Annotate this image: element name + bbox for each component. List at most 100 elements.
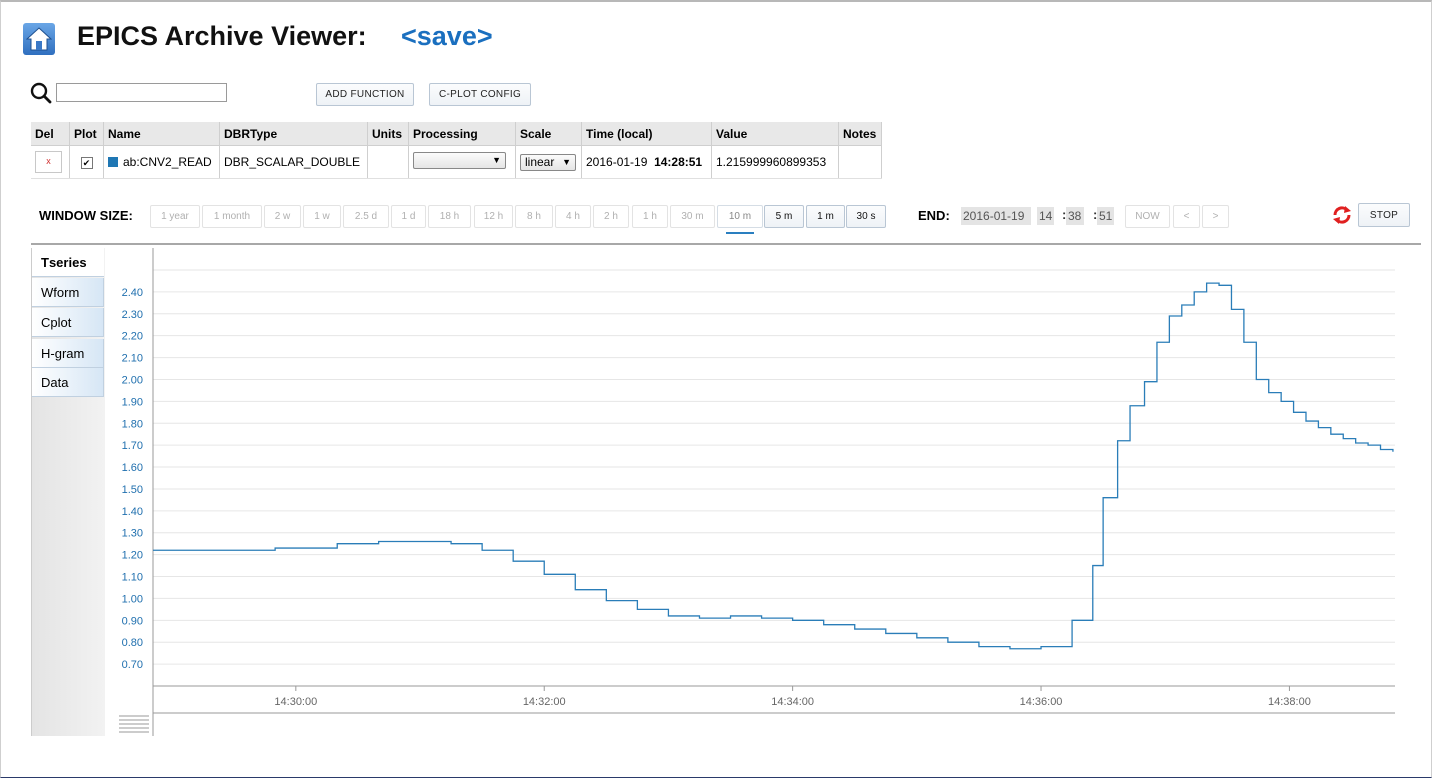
x-tick-label: 14:36:00 <box>1020 696 1063 708</box>
save-link[interactable]: <save> <box>401 21 493 51</box>
window-size-1-d-button[interactable]: 1 d <box>391 205 426 228</box>
y-tick-label: 2.20 <box>122 331 143 343</box>
y-tick-label: 0.90 <box>122 615 143 627</box>
dropdown-arrow-icon: ▼ <box>492 155 501 165</box>
tab-label: Data <box>41 374 69 390</box>
end-minute-field[interactable]: 38 <box>1066 207 1084 225</box>
tab-sub: series <box>48 254 87 270</box>
window-size-1-h-button[interactable]: 1 h <box>632 205 668 228</box>
time-date: 2016-01-19 <box>586 155 648 169</box>
tab-label: C <box>41 314 51 330</box>
y-tick-label: 2.00 <box>122 374 143 386</box>
window-size-18-h-button[interactable]: 18 h <box>428 205 471 228</box>
tab-label: H-gram <box>41 345 85 361</box>
end-date-field[interactable]: 2016-01-19 <box>961 207 1031 225</box>
end-hour-field[interactable]: 14 <box>1037 207 1054 225</box>
y-tick-label: 2.10 <box>122 353 143 365</box>
window-size-1-m-button[interactable]: 1 m <box>806 205 845 228</box>
pv-dbrtype: DBR_SCALAR_DOUBLE <box>219 145 368 179</box>
x-tick-label: 14:38:00 <box>1268 696 1311 708</box>
y-tick-label: 1.80 <box>122 418 143 430</box>
end-second-field[interactable]: 51 <box>1097 207 1114 225</box>
page-title: EPICS Archive Viewer: <box>77 21 367 51</box>
time-clock: 14:28:51 <box>654 155 703 169</box>
y-tick-label: 1.60 <box>122 462 143 474</box>
dropdown-arrow-icon: ▼ <box>562 156 571 167</box>
y-tick-label: 0.80 <box>122 637 143 649</box>
pv-table: Del Plot Name DBRType Units Processing S… <box>31 122 882 179</box>
window-size-selected-indicator <box>726 232 754 234</box>
resize-grip-icon[interactable] <box>119 714 149 739</box>
tab-label: W <box>41 284 54 300</box>
col-plot: Plot <box>69 122 104 146</box>
col-notes: Notes <box>838 122 882 146</box>
x-tick-label: 14:32:00 <box>523 696 566 708</box>
pv-units <box>367 145 409 179</box>
window-size-2-5-d-button[interactable]: 2.5 d <box>343 205 389 228</box>
refresh-icon[interactable] <box>1330 203 1354 232</box>
plot-checkbox[interactable]: ✔ <box>80 157 93 169</box>
window-size-4-h-button[interactable]: 4 h <box>555 205 591 228</box>
tab-hgram[interactable]: H-gram <box>32 339 104 368</box>
window-size-5-m-button[interactable]: 5 m <box>764 205 804 228</box>
pv-table-header: Del Plot Name DBRType Units Processing S… <box>31 122 882 146</box>
chart-svg[interactable]: 0.70 0.80 0.90 1.00 1.10 1.20 1.30 1.40 1.50 1.60… <box>104 248 1420 736</box>
x-tick-label: 14:34:00 <box>771 696 814 708</box>
col-dbrtype: DBRType <box>219 122 368 146</box>
y-tick-label: 1.90 <box>122 396 143 408</box>
window-size-2-w-button[interactable]: 2 w <box>264 205 301 228</box>
tab-label: T <box>41 254 49 270</box>
window-size-8-h-button[interactable]: 8 h <box>515 205 553 228</box>
col-units: Units <box>367 122 409 146</box>
cplot-config-button[interactable]: C-PLOT CONFIG <box>429 83 531 106</box>
pv-value: 1.215999960899353 <box>711 145 839 179</box>
tab-sub: form <box>53 284 80 300</box>
time-series-chart[interactable]: 0.70 0.80 0.90 1.00 1.10 1.20 1.30 1.40 1.50 1.60… <box>104 248 1420 736</box>
window-size-label: WINDOW SIZE: <box>39 208 133 223</box>
col-value: Value <box>711 122 839 146</box>
col-del: Del <box>31 122 70 146</box>
y-tick-label: 1.30 <box>122 528 143 540</box>
stop-button[interactable]: STOP <box>1358 203 1410 227</box>
y-tick-label: 1.50 <box>122 484 143 496</box>
series-color-swatch[interactable] <box>108 157 118 167</box>
search-icon[interactable] <box>30 82 52 109</box>
y-tick-label: 1.00 <box>122 593 143 605</box>
prev-button[interactable]: < <box>1173 205 1200 228</box>
home-icon[interactable] <box>23 23 55 55</box>
tab-sub: plot <box>50 314 72 330</box>
col-time: Time (local) <box>581 122 712 146</box>
series-line <box>153 282 1394 650</box>
window-size-1-w-button[interactable]: 1 w <box>303 205 341 228</box>
processing-select[interactable]: ▼ <box>413 152 506 169</box>
window-size-12-h-button[interactable]: 12 h <box>474 205 513 228</box>
y-tick-label: 1.40 <box>122 506 143 518</box>
add-function-button[interactable]: ADD FUNCTION <box>316 83 414 106</box>
next-button[interactable]: > <box>1202 205 1229 228</box>
y-tick-label: 1.20 <box>122 550 143 562</box>
tab-data[interactable]: Data <box>32 368 104 397</box>
y-tick-label: 0.70 <box>122 659 143 671</box>
y-tick-label: 2.40 <box>122 287 143 299</box>
window-size-30-m-button[interactable]: 30 m <box>670 205 715 228</box>
scale-select[interactable]: linear ▼ <box>520 153 576 171</box>
window-size-1-year-button[interactable]: 1 year <box>150 205 200 228</box>
y-tick-label: 1.10 <box>122 572 143 584</box>
window-size-30-s-button[interactable]: 30 s <box>846 205 886 228</box>
search-input[interactable] <box>56 83 227 102</box>
x-tick-label: 14:30:00 <box>274 696 317 708</box>
pv-name: ab:CNV2_READ <box>123 155 212 169</box>
now-button[interactable]: NOW <box>1125 205 1170 228</box>
end-label: END: <box>918 208 950 223</box>
window-size-1-month-button[interactable]: 1 month <box>202 205 262 228</box>
window-size-2-h-button[interactable]: 2 h <box>593 205 629 228</box>
delete-button[interactable]: x <box>35 151 62 173</box>
pv-notes[interactable] <box>838 145 882 179</box>
y-tick-label: 1.70 <box>122 440 143 452</box>
window-size-10-m-button[interactable]: 10 m <box>717 205 763 228</box>
